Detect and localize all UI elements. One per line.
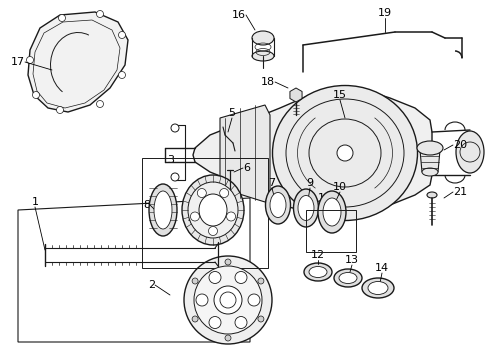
Circle shape — [171, 173, 179, 181]
Circle shape — [58, 14, 66, 22]
Circle shape — [192, 278, 198, 284]
Ellipse shape — [417, 141, 443, 155]
Text: 17: 17 — [11, 57, 25, 67]
Circle shape — [119, 31, 125, 39]
Text: 6: 6 — [243, 163, 250, 173]
Ellipse shape — [298, 195, 314, 220]
Ellipse shape — [199, 194, 227, 226]
Ellipse shape — [194, 266, 262, 334]
Ellipse shape — [235, 271, 247, 283]
Ellipse shape — [427, 192, 437, 198]
Polygon shape — [220, 105, 270, 202]
Text: 1: 1 — [31, 197, 39, 207]
Circle shape — [119, 72, 125, 78]
Text: 14: 14 — [375, 263, 389, 273]
Text: 21: 21 — [453, 187, 467, 197]
Circle shape — [56, 107, 64, 113]
Ellipse shape — [196, 294, 208, 306]
Circle shape — [258, 278, 264, 284]
Circle shape — [225, 259, 231, 265]
Ellipse shape — [339, 273, 357, 284]
Circle shape — [220, 292, 236, 308]
Ellipse shape — [266, 186, 291, 224]
Ellipse shape — [272, 85, 417, 220]
Text: 10: 10 — [333, 182, 347, 192]
Circle shape — [258, 316, 264, 322]
Ellipse shape — [270, 193, 286, 217]
Ellipse shape — [422, 168, 438, 176]
Text: 19: 19 — [378, 8, 392, 18]
Text: 15: 15 — [333, 90, 347, 100]
Circle shape — [337, 145, 353, 161]
Ellipse shape — [248, 294, 260, 306]
Polygon shape — [420, 150, 440, 172]
Text: 7: 7 — [269, 178, 275, 188]
Ellipse shape — [309, 266, 327, 278]
Circle shape — [192, 316, 198, 322]
Ellipse shape — [214, 286, 242, 314]
Text: 12: 12 — [311, 250, 325, 260]
Circle shape — [226, 201, 234, 209]
Text: 4: 4 — [188, 215, 195, 225]
Ellipse shape — [182, 175, 244, 245]
Ellipse shape — [209, 316, 221, 329]
Ellipse shape — [235, 316, 247, 329]
Ellipse shape — [252, 31, 274, 45]
Text: 18: 18 — [261, 77, 275, 87]
Ellipse shape — [154, 191, 172, 229]
Polygon shape — [290, 88, 302, 102]
Ellipse shape — [362, 278, 394, 298]
Text: 8: 8 — [143, 200, 150, 210]
Text: 2: 2 — [148, 280, 155, 290]
Text: 16: 16 — [232, 10, 246, 20]
Circle shape — [26, 57, 33, 63]
Ellipse shape — [334, 269, 362, 287]
Ellipse shape — [252, 51, 274, 61]
Text: 9: 9 — [306, 178, 314, 188]
Ellipse shape — [456, 131, 484, 173]
Ellipse shape — [323, 198, 341, 226]
Circle shape — [226, 212, 236, 221]
Text: 13: 13 — [345, 255, 359, 265]
Circle shape — [32, 91, 40, 99]
Polygon shape — [28, 12, 128, 112]
Circle shape — [209, 226, 218, 235]
Circle shape — [171, 124, 179, 132]
Circle shape — [191, 212, 199, 221]
Circle shape — [97, 10, 103, 18]
Ellipse shape — [294, 189, 318, 227]
Text: 5: 5 — [228, 108, 236, 118]
Ellipse shape — [318, 191, 346, 233]
Ellipse shape — [209, 271, 221, 283]
Ellipse shape — [368, 282, 388, 294]
Ellipse shape — [188, 182, 238, 238]
Circle shape — [225, 335, 231, 341]
Polygon shape — [18, 198, 250, 342]
Ellipse shape — [149, 184, 177, 236]
Ellipse shape — [184, 256, 272, 344]
Circle shape — [220, 189, 229, 198]
Text: 11: 11 — [318, 193, 332, 203]
Ellipse shape — [304, 263, 332, 281]
Circle shape — [97, 100, 103, 108]
Circle shape — [197, 189, 206, 198]
Text: 20: 20 — [453, 140, 467, 150]
Text: 3: 3 — [167, 155, 174, 165]
Polygon shape — [193, 88, 432, 215]
